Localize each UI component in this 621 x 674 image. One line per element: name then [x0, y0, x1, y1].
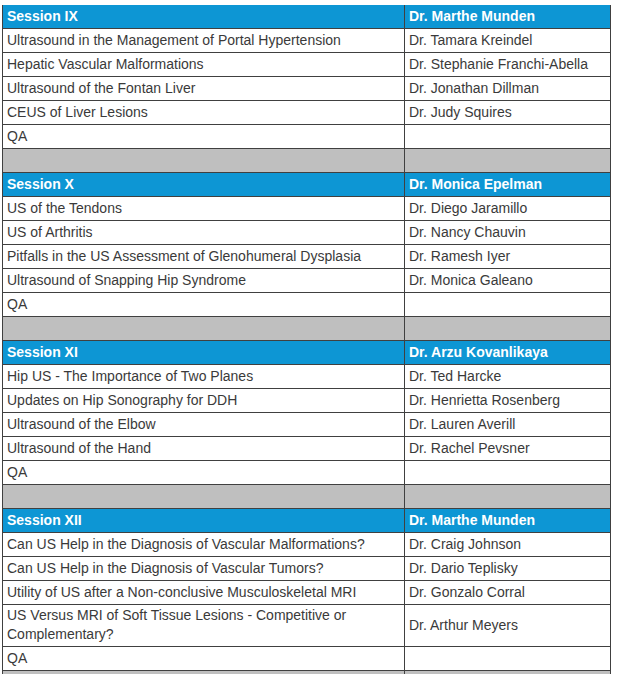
separator-speaker-cell	[405, 317, 611, 341]
talk-speaker-cell: Dr. Judy Squires	[405, 101, 611, 125]
session-header-row: Session XIIDr. Marthe Munden	[2, 509, 611, 533]
talk-topic-cell: CEUS of Liver Lesions	[2, 101, 405, 125]
talk-speaker-cell: Dr. Lauren Averill	[405, 413, 611, 437]
conference-schedule: Session IXDr. Marthe MundenUltrasound in…	[2, 5, 611, 674]
talk-row: QA	[2, 461, 611, 485]
talk-row: Can US Help in the Diagnosis of Vascular…	[2, 557, 611, 581]
talk-row: Ultrasound of the HandDr. Rachel Pevsner	[2, 437, 611, 461]
talk-topic-cell: US Versus MRI of Soft Tissue Lesions - C…	[2, 605, 405, 647]
session-moderator-cell: Dr. Arzu Kovanlikaya	[405, 341, 611, 365]
talk-topic-cell: QA	[2, 461, 405, 485]
talk-speaker-cell: Dr. Gonzalo Corral	[405, 581, 611, 605]
separator-row	[2, 317, 611, 341]
talk-speaker-cell: Dr. Ted Harcke	[405, 365, 611, 389]
session-moderator-cell: Dr. Marthe Munden	[405, 509, 611, 533]
talk-speaker-cell: Dr. Arthur Meyers	[405, 605, 611, 647]
talk-row: CEUS of Liver LesionsDr. Judy Squires	[2, 101, 611, 125]
talk-topic-cell: Ultrasound of the Hand	[2, 437, 405, 461]
session-moderator-cell: Dr. Monica Epelman	[405, 173, 611, 197]
separator-speaker-cell	[405, 149, 611, 173]
separator-speaker-cell	[405, 485, 611, 509]
talk-speaker-cell	[405, 125, 611, 149]
separator-row	[2, 485, 611, 509]
talk-row: Updates on Hip Sonography for DDHDr. Hen…	[2, 389, 611, 413]
separator-row	[2, 149, 611, 173]
talk-row: QA	[2, 125, 611, 149]
talk-topic-cell: Ultrasound of the Fontan Liver	[2, 77, 405, 101]
talk-topic-cell: QA	[2, 647, 405, 671]
talk-row: US of ArthritisDr. Nancy Chauvin	[2, 221, 611, 245]
talk-row: QA	[2, 647, 611, 671]
talk-speaker-cell	[405, 293, 611, 317]
talk-row: Hepatic Vascular MalformationsDr. Stepha…	[2, 53, 611, 77]
separator-topic-cell	[2, 485, 405, 509]
talk-speaker-cell: Dr. Ramesh Iyer	[405, 245, 611, 269]
talk-topic-cell: Hepatic Vascular Malformations	[2, 53, 405, 77]
talk-speaker-cell: Dr. Monica Galeano	[405, 269, 611, 293]
schedule-table-body: Session IXDr. Marthe MundenUltrasound in…	[2, 5, 611, 674]
talk-row: QA	[2, 293, 611, 317]
talk-topic-cell: Updates on Hip Sonography for DDH	[2, 389, 405, 413]
talk-row: US of the TendonsDr. Diego Jaramillo	[2, 197, 611, 221]
talk-speaker-cell: Dr. Jonathan Dillman	[405, 77, 611, 101]
talk-topic-cell: Utility of US after a Non-conclusive Mus…	[2, 581, 405, 605]
talk-speaker-cell: Dr. Dario Teplisky	[405, 557, 611, 581]
talk-topic-cell: Hip US - The Importance of Two Planes	[2, 365, 405, 389]
talk-row: US Versus MRI of Soft Tissue Lesions - C…	[2, 605, 611, 647]
talk-speaker-cell: Dr. Craig Johnson	[405, 533, 611, 557]
talk-topic-cell: Pitfalls in the US Assessment of Glenohu…	[2, 245, 405, 269]
talk-topic-cell: Ultrasound of Snapping Hip Syndrome	[2, 269, 405, 293]
session-title-cell: Session IX	[2, 5, 405, 29]
session-title-cell: Session XII	[2, 509, 405, 533]
talk-topic-cell: Ultrasound in the Management of Portal H…	[2, 29, 405, 53]
talk-row: Hip US - The Importance of Two PlanesDr.…	[2, 365, 611, 389]
talk-row: Ultrasound of the Fontan LiverDr. Jonath…	[2, 77, 611, 101]
talk-speaker-cell: Dr. Stephanie Franchi-Abella	[405, 53, 611, 77]
talk-speaker-cell	[405, 647, 611, 671]
talk-speaker-cell: Dr. Nancy Chauvin	[405, 221, 611, 245]
talk-row: Can US Help in the Diagnosis of Vascular…	[2, 533, 611, 557]
talk-topic-cell: Can US Help in the Diagnosis of Vascular…	[2, 557, 405, 581]
talk-speaker-cell: Dr. Henrietta Rosenberg	[405, 389, 611, 413]
session-header-row: Session XIDr. Arzu Kovanlikaya	[2, 341, 611, 365]
talk-speaker-cell: Dr. Rachel Pevsner	[405, 437, 611, 461]
session-moderator-cell: Dr. Marthe Munden	[405, 5, 611, 29]
separator-topic-cell	[2, 317, 405, 341]
talk-row: Ultrasound in the Management of Portal H…	[2, 29, 611, 53]
talk-row: Ultrasound of the ElbowDr. Lauren Averil…	[2, 413, 611, 437]
session-header-row: Session XDr. Monica Epelman	[2, 173, 611, 197]
talk-topic-cell: QA	[2, 293, 405, 317]
talk-row: Utility of US after a Non-conclusive Mus…	[2, 581, 611, 605]
talk-topic-cell: Can US Help in the Diagnosis of Vascular…	[2, 533, 405, 557]
talk-row: Ultrasound of Snapping Hip SyndromeDr. M…	[2, 269, 611, 293]
session-header-row: Session IXDr. Marthe Munden	[2, 5, 611, 29]
talk-speaker-cell: Dr. Tamara Kreindel	[405, 29, 611, 53]
session-title-cell: Session XI	[2, 341, 405, 365]
talk-row: Pitfalls in the US Assessment of Glenohu…	[2, 245, 611, 269]
talk-speaker-cell: Dr. Diego Jaramillo	[405, 197, 611, 221]
talk-speaker-cell	[405, 461, 611, 485]
separator-topic-cell	[2, 149, 405, 173]
talk-topic-cell: US of Arthritis	[2, 221, 405, 245]
talk-topic-cell: QA	[2, 125, 405, 149]
talk-topic-cell: US of the Tendons	[2, 197, 405, 221]
session-title-cell: Session X	[2, 173, 405, 197]
talk-topic-cell: Ultrasound of the Elbow	[2, 413, 405, 437]
schedule-table: Session IXDr. Marthe MundenUltrasound in…	[2, 5, 611, 674]
